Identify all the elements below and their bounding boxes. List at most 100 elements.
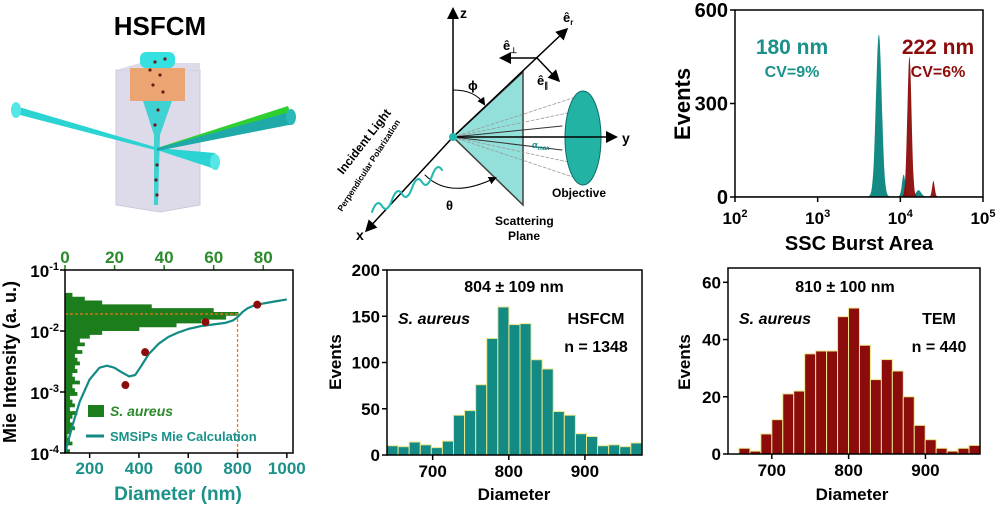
y-tick-label: 300 (695, 94, 728, 116)
histogram-bar (924, 439, 937, 455)
count-label: n = 440 (912, 339, 967, 356)
y-tick-label: 20 (702, 388, 721, 407)
histogram-bar (858, 344, 871, 455)
histogram-bar (619, 446, 632, 456)
x-tick-label-exp: 4 (907, 208, 914, 220)
cone-edge-lower (452, 136, 563, 151)
x-tick-label-exp: 3 (824, 208, 830, 220)
sheath-chamber (130, 68, 185, 101)
particle-origin (449, 133, 457, 141)
histogram-bar (508, 324, 521, 456)
histogram-bar (519, 323, 532, 456)
label-scattering: Scattering (495, 214, 554, 228)
y-tick-label-exp: -4 (49, 444, 60, 456)
measured-point (201, 318, 210, 327)
y-tick-label: 100 (352, 354, 380, 373)
x-tick-label: 103 (805, 208, 830, 228)
histogram-bar (880, 359, 893, 455)
measured-point (121, 381, 130, 390)
sample-inlet (140, 52, 175, 68)
histogram-bar (441, 440, 454, 456)
svg-text:ê∥: ê∥ (537, 73, 548, 90)
laser-beam-left (12, 105, 155, 150)
histogram-bar (552, 411, 565, 456)
histogram-bar (397, 446, 410, 456)
x-tick-label: 200 (75, 459, 103, 478)
label-theta: θ (446, 198, 453, 213)
y-axis-label: Events (326, 334, 345, 390)
y-tick-label: 10-2 (30, 322, 59, 342)
label-e-perp: ê (503, 38, 510, 53)
y-tick-label: 600 (695, 0, 728, 22)
histogram-bar (386, 445, 399, 456)
y-tick-label: 200 (352, 261, 380, 280)
x-tick-label: 900 (911, 461, 939, 480)
label-e-par-sub: ∥ (544, 81, 548, 90)
measured-point (253, 300, 262, 309)
histogram-bar (848, 307, 860, 455)
x-tick-label-exp: 5 (989, 208, 995, 220)
x-tick-label: 1000 (268, 459, 306, 478)
histogram-bar (408, 441, 421, 456)
x-tick-label: 105 (970, 208, 995, 228)
plot-frame (386, 269, 643, 456)
label-phi: ϕ (468, 78, 478, 93)
y-tick-label-base: 10 (30, 384, 49, 403)
top-x-tick-label: 80 (254, 248, 273, 267)
y-tick-label: 150 (352, 307, 380, 326)
y-tick-label: 40 (702, 331, 721, 350)
x-axis-label: SSC Burst Area (785, 233, 934, 255)
histogram-bar (475, 384, 488, 456)
y-tick-label: 10-4 (30, 444, 60, 464)
x-tick-label: 800 (495, 462, 523, 481)
label-e-r: ê (563, 10, 570, 25)
plot-frame (727, 267, 981, 455)
label-plane: Plane (508, 229, 540, 243)
x-tick-label: 104 (888, 208, 914, 228)
y-tick-label-exp: -2 (49, 322, 59, 334)
x-tick-label: 400 (125, 459, 153, 478)
top-x-tick-label: 40 (155, 248, 174, 267)
histogram-bar (597, 445, 610, 456)
top-x-tick-label: 60 (204, 248, 223, 267)
histogram-bar (738, 447, 751, 455)
y-tick-label: 0 (371, 446, 380, 465)
histogram-bar (913, 424, 926, 455)
histogram-bar (869, 379, 882, 455)
histogram-bar (957, 447, 970, 455)
size-summary: 810 ± 100 nm (795, 279, 895, 296)
method-label: HSFCM (568, 311, 625, 328)
histogram-bar (452, 414, 466, 456)
x-axis-label: Diameter (478, 485, 551, 504)
x-tick-label: 102 (722, 208, 747, 228)
laser-beam-left-end (11, 102, 21, 118)
label-z: z (460, 5, 467, 21)
series-label-180nm: 180 nm (756, 36, 828, 59)
x-axis-label: Diameter (816, 485, 889, 504)
scatter-beam (157, 112, 294, 151)
mie-curve (63, 298, 287, 454)
collection-cone-lines (452, 94, 583, 181)
series-cv-222nm: CV=6% (911, 64, 966, 81)
top-x-tick-label: 20 (105, 248, 124, 267)
y-tick-label-exp: -1 (49, 261, 59, 273)
histogram-bar (585, 436, 599, 456)
y-tick-label: 10-1 (30, 261, 59, 281)
histogram-bar (497, 306, 510, 456)
histogram-bar (771, 419, 784, 455)
legend-label-histogram: S. aureus (110, 403, 173, 419)
y-axis-label: Events (670, 68, 695, 140)
series-cv-180nm: CV=9% (765, 64, 820, 81)
label-objective: Objective (552, 186, 606, 200)
y-tick-label: 0 (712, 445, 721, 464)
histogram-bar (464, 410, 477, 456)
y-axis-label: Events (675, 334, 694, 390)
x-tick-label: 800 (834, 461, 862, 480)
species-label: S. aureus (739, 311, 811, 328)
y-tick-label-base: 10 (30, 262, 49, 281)
label-x: x (356, 227, 364, 243)
label-alpha-sub: max (538, 146, 551, 152)
